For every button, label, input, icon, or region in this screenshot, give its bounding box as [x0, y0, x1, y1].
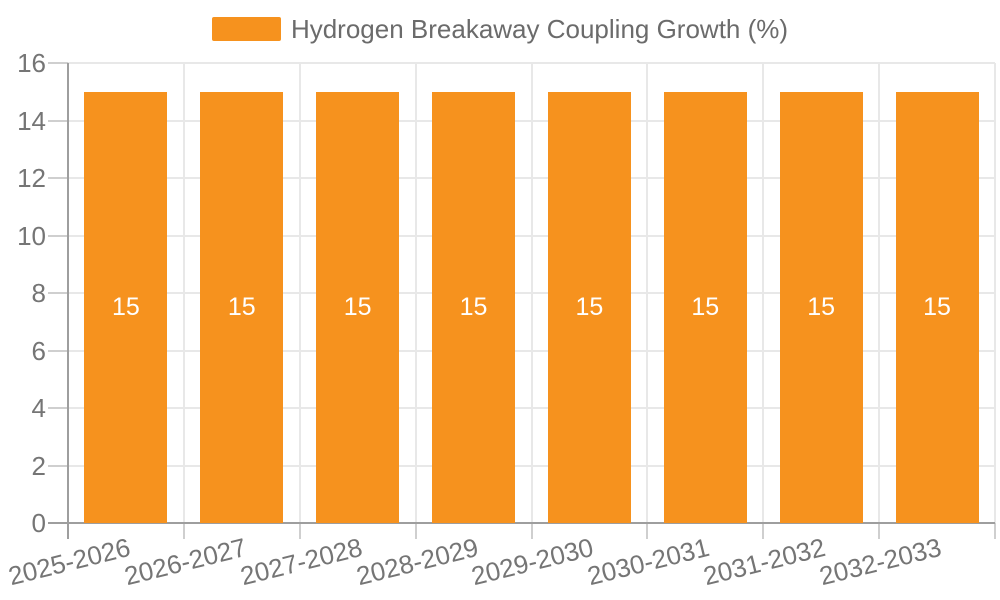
- x-axis-tick-mark: [298, 523, 301, 539]
- y-tick-label: 16: [17, 48, 46, 78]
- x-axis-tick-mark: [182, 523, 185, 539]
- y-axis-tick-mark: [48, 62, 68, 64]
- bar[interactable]: [895, 91, 979, 523]
- y-tick-label: 4: [31, 393, 46, 423]
- bar-value-label: 15: [459, 293, 488, 322]
- bar[interactable]: [200, 91, 284, 523]
- y-tick-label: 12: [17, 163, 46, 193]
- gridline-vertical: [762, 63, 765, 523]
- bar-value-label: 15: [112, 293, 140, 322]
- gridline-vertical: [182, 63, 185, 523]
- y-tick-label: 2: [31, 450, 46, 481]
- chart-legend[interactable]: Hydrogen Breakaway Coupling Growth (%): [0, 14, 1000, 44]
- bar[interactable]: [779, 91, 863, 523]
- y-axis-tick-mark: [48, 119, 68, 122]
- x-axis-tick-mark: [646, 523, 649, 539]
- x-axis-tick-mark: [878, 523, 881, 539]
- gridline-vertical: [994, 63, 996, 523]
- gridline-vertical: [646, 63, 649, 523]
- bar[interactable]: [84, 91, 168, 523]
- bar[interactable]: [663, 91, 747, 523]
- x-axis-tick-mark: [994, 523, 996, 539]
- y-axis-tick-mark: [48, 234, 68, 237]
- y-axis-tick-mark: [48, 464, 68, 467]
- y-tick-label: 6: [31, 335, 46, 366]
- y-tick-label: 8: [31, 278, 46, 308]
- bar-value-label: 15: [575, 293, 604, 322]
- legend-label: Hydrogen Breakaway Coupling Growth (%): [290, 14, 789, 44]
- bar-value-label: 15: [807, 293, 836, 322]
- gridline-vertical: [414, 63, 417, 523]
- bar-value-label: 15: [227, 293, 256, 322]
- gridline-vertical: [878, 63, 881, 523]
- y-tick-label: 0: [31, 508, 46, 538]
- bar-value-label: 15: [343, 293, 372, 322]
- bar-value-label: 15: [691, 293, 720, 322]
- y-axis-tick-mark: [48, 349, 68, 352]
- y-axis-line: [67, 63, 69, 539]
- y-axis-tick-mark: [48, 177, 68, 179]
- legend-swatch-icon: [211, 17, 281, 41]
- gridline-vertical: [298, 63, 301, 523]
- x-axis-tick-mark: [414, 523, 417, 539]
- y-tick-label: 10: [17, 220, 46, 251]
- bar[interactable]: [547, 91, 631, 523]
- bar-value-label: 15: [923, 293, 951, 322]
- bar[interactable]: [316, 91, 400, 523]
- y-tick-label: 14: [17, 105, 46, 136]
- gridline-vertical: [530, 63, 533, 523]
- y-axis-tick-mark: [48, 292, 68, 294]
- x-axis-line: [48, 522, 995, 524]
- x-axis-tick-mark: [762, 523, 765, 539]
- bar[interactable]: [432, 91, 516, 523]
- y-axis-tick-mark: [48, 407, 68, 409]
- x-axis-tick-mark: [530, 523, 533, 539]
